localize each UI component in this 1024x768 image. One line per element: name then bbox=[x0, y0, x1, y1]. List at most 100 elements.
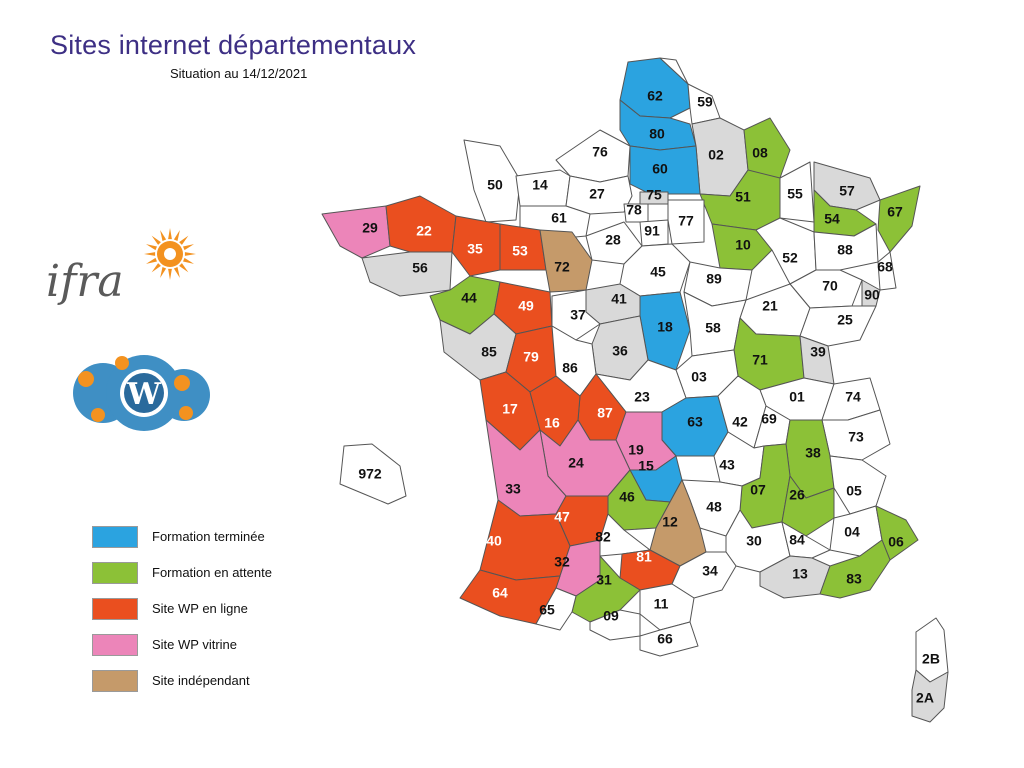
department-label-08: 08 bbox=[752, 145, 768, 161]
department-label-12: 12 bbox=[662, 514, 678, 530]
department-label-56: 56 bbox=[412, 260, 428, 276]
department-35 bbox=[451, 215, 501, 277]
wordpress-gear-icon: W bbox=[73, 355, 210, 431]
department-label-86: 86 bbox=[562, 360, 578, 376]
department-label-71: 71 bbox=[752, 352, 768, 368]
department-label-41: 41 bbox=[611, 291, 627, 307]
department-label-59: 59 bbox=[697, 94, 713, 110]
department-2a bbox=[911, 669, 949, 723]
legend-label: Formation terminée bbox=[152, 529, 265, 544]
department-label-06: 06 bbox=[888, 534, 904, 550]
legend-item-site-wp-en-ligne: Site WP en ligne bbox=[92, 598, 332, 623]
department-label-18: 18 bbox=[657, 319, 673, 335]
department-label-04: 04 bbox=[844, 524, 860, 540]
legend-item-formation-attente: Formation en attente bbox=[92, 562, 332, 587]
department-77 bbox=[667, 199, 705, 245]
department-label-15: 15 bbox=[638, 458, 654, 474]
legend-label: Formation en attente bbox=[152, 565, 272, 580]
department-label-24: 24 bbox=[568, 455, 584, 471]
department-label-78: 78 bbox=[626, 202, 642, 218]
department-83 bbox=[819, 539, 891, 599]
department-label-53: 53 bbox=[512, 243, 528, 259]
map-title: Sites internet départementaux bbox=[50, 30, 417, 60]
department-label-47: 47 bbox=[554, 509, 570, 525]
department-label-19: 19 bbox=[628, 442, 644, 458]
department-label-84: 84 bbox=[789, 532, 805, 548]
department-label-73: 73 bbox=[848, 429, 864, 445]
legend-item-site-wp-vitrine: Site WP vitrine bbox=[92, 634, 332, 659]
department-label-09: 09 bbox=[603, 608, 619, 624]
department-label-11: 11 bbox=[654, 596, 669, 612]
department-label-27: 27 bbox=[589, 186, 605, 202]
department-label-55: 55 bbox=[787, 186, 803, 202]
legend: Formation terminée Formation en attente Si… bbox=[92, 526, 332, 706]
department-label-28: 28 bbox=[605, 232, 621, 248]
department-label-88: 88 bbox=[837, 242, 853, 258]
department-label-91: 91 bbox=[644, 223, 660, 239]
legend-label: Site WP en ligne bbox=[152, 601, 248, 616]
department-label-69: 69 bbox=[761, 411, 777, 427]
department-label-51: 51 bbox=[735, 189, 751, 205]
department-84 bbox=[781, 521, 831, 559]
department-label-80: 80 bbox=[649, 126, 665, 142]
legend-swatch bbox=[92, 526, 138, 548]
legend-swatch bbox=[92, 562, 138, 584]
department-label-07: 07 bbox=[750, 482, 766, 498]
department-67 bbox=[877, 185, 921, 253]
department-label-64: 64 bbox=[492, 585, 508, 601]
department-label-61: 61 bbox=[551, 210, 567, 226]
department-label-83: 83 bbox=[846, 571, 862, 587]
department-29 bbox=[321, 205, 391, 259]
sun-icon bbox=[144, 228, 196, 280]
department-label-48: 48 bbox=[706, 499, 722, 515]
department-label-30: 30 bbox=[746, 533, 762, 549]
department-label-31: 31 bbox=[596, 572, 612, 588]
department-label-26: 26 bbox=[789, 487, 805, 503]
legend-label: Site indépendant bbox=[152, 673, 250, 688]
department-label-54: 54 bbox=[824, 211, 840, 227]
department-label-87: 87 bbox=[597, 405, 613, 421]
department-label-34: 34 bbox=[702, 563, 718, 579]
department-label-29: 29 bbox=[362, 220, 378, 236]
department-label-65: 65 bbox=[539, 602, 555, 618]
department-label-60: 60 bbox=[652, 161, 668, 177]
ifra-logo-text: ifra bbox=[46, 256, 124, 307]
department-65 bbox=[535, 587, 577, 631]
department-label-45: 45 bbox=[650, 264, 666, 280]
department-label-16: 16 bbox=[544, 415, 560, 431]
department-label-79: 79 bbox=[523, 349, 539, 365]
department-10 bbox=[711, 223, 773, 271]
department-label-39: 39 bbox=[810, 344, 826, 360]
department-label-02: 02 bbox=[708, 147, 724, 163]
department-label-81: 81 bbox=[636, 549, 652, 565]
legend-swatch bbox=[92, 634, 138, 656]
department-56 bbox=[361, 251, 453, 297]
department-label-66: 66 bbox=[657, 631, 673, 647]
department-label-75: 75 bbox=[646, 187, 662, 203]
department-label-85: 85 bbox=[481, 344, 497, 360]
department-label-67: 67 bbox=[887, 204, 903, 220]
department-label-35: 35 bbox=[467, 241, 483, 257]
legend-label: Site WP vitrine bbox=[152, 637, 238, 652]
department-label-44: 44 bbox=[461, 290, 477, 306]
department-label-23: 23 bbox=[634, 389, 650, 405]
svg-text:W: W bbox=[126, 377, 162, 412]
department-label-62: 62 bbox=[647, 88, 663, 104]
department-label-37: 37 bbox=[570, 307, 586, 323]
department-50 bbox=[463, 139, 521, 223]
department-label-22: 22 bbox=[416, 223, 432, 239]
department-label-90: 90 bbox=[864, 287, 880, 303]
department-label-82: 82 bbox=[595, 529, 611, 545]
department-label-2a: 2A bbox=[916, 690, 934, 706]
department-label-50: 50 bbox=[487, 177, 503, 193]
department-label-25: 25 bbox=[837, 312, 853, 328]
department-972 bbox=[339, 443, 407, 505]
department-label-10: 10 bbox=[735, 237, 751, 253]
department-label-972: 972 bbox=[358, 466, 382, 482]
department-label-2b: 2B bbox=[922, 651, 940, 667]
department-label-32: 32 bbox=[554, 554, 570, 570]
department-label-49: 49 bbox=[518, 298, 534, 314]
department-label-72: 72 bbox=[554, 259, 570, 275]
department-label-38: 38 bbox=[805, 445, 821, 461]
